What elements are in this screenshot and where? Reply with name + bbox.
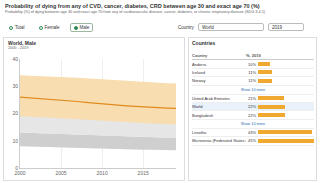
html-text:2000 - 2019: 2000 - 2019 (8, 46, 29, 50)
html-text:Male: Male (79, 25, 90, 30)
html-text:Probability of dying from any: Probability of dying from any of CVD, ca… (5, 3, 260, 9)
svg-text:40: 40 (12, 56, 18, 62)
html-text:Bangladesh: Bangladesh (192, 112, 214, 118)
html-text:Female: Female (44, 25, 60, 30)
html-text:11%: 11% (248, 70, 256, 75)
html-text:Iceland: Iceland (192, 70, 205, 75)
html-text:11%: 11% (248, 78, 256, 84)
html-text:Country: Country (178, 25, 194, 30)
html-text:Andorra: Andorra (192, 61, 207, 67)
html-text:Show 10 more: Show 10 more (240, 87, 266, 92)
html-text:Country: Country (192, 53, 208, 59)
svg-text:0: 0 (15, 165, 18, 171)
html-text:Norway: Norway (192, 78, 206, 84)
svg-text:10: 10 (12, 138, 18, 144)
svg-text:2000: 2000 (14, 170, 25, 176)
html-text:Show 10 more: Show 10 more (240, 121, 266, 126)
svg-text:2015: 2015 (138, 170, 149, 176)
html-text:World: World (202, 25, 214, 30)
html-text:10%: 10% (248, 61, 256, 67)
html-text:United Arab Emirates: United Arab Emirates (192, 95, 230, 101)
html-text:43%: 43% (248, 129, 256, 135)
html-text:21%: 21% (248, 95, 256, 101)
html-text:2019: 2019 (272, 25, 282, 30)
svg-text:20: 20 (12, 110, 18, 116)
svg-text:30: 30 (12, 83, 18, 89)
html-text:Lesotho: Lesotho (192, 129, 207, 135)
html-text:45%: 45% (248, 138, 256, 144)
html-text:World: World (192, 104, 203, 110)
html-text:World, Male: World, Male (8, 40, 36, 46)
html-text:22%: 22% (248, 112, 256, 118)
svg-text:2010: 2010 (97, 170, 108, 176)
html-text:Probability (%) of dying betwe: Probability (%) of dying between age 30 … (5, 10, 265, 14)
html-text:Total: Total (15, 25, 25, 30)
html-text:%, 2019: %, 2019 (246, 53, 261, 59)
svg-text:2005: 2005 (55, 170, 66, 176)
html-text:Countries: Countries (192, 40, 216, 46)
html-text:22%: 22% (248, 104, 256, 110)
